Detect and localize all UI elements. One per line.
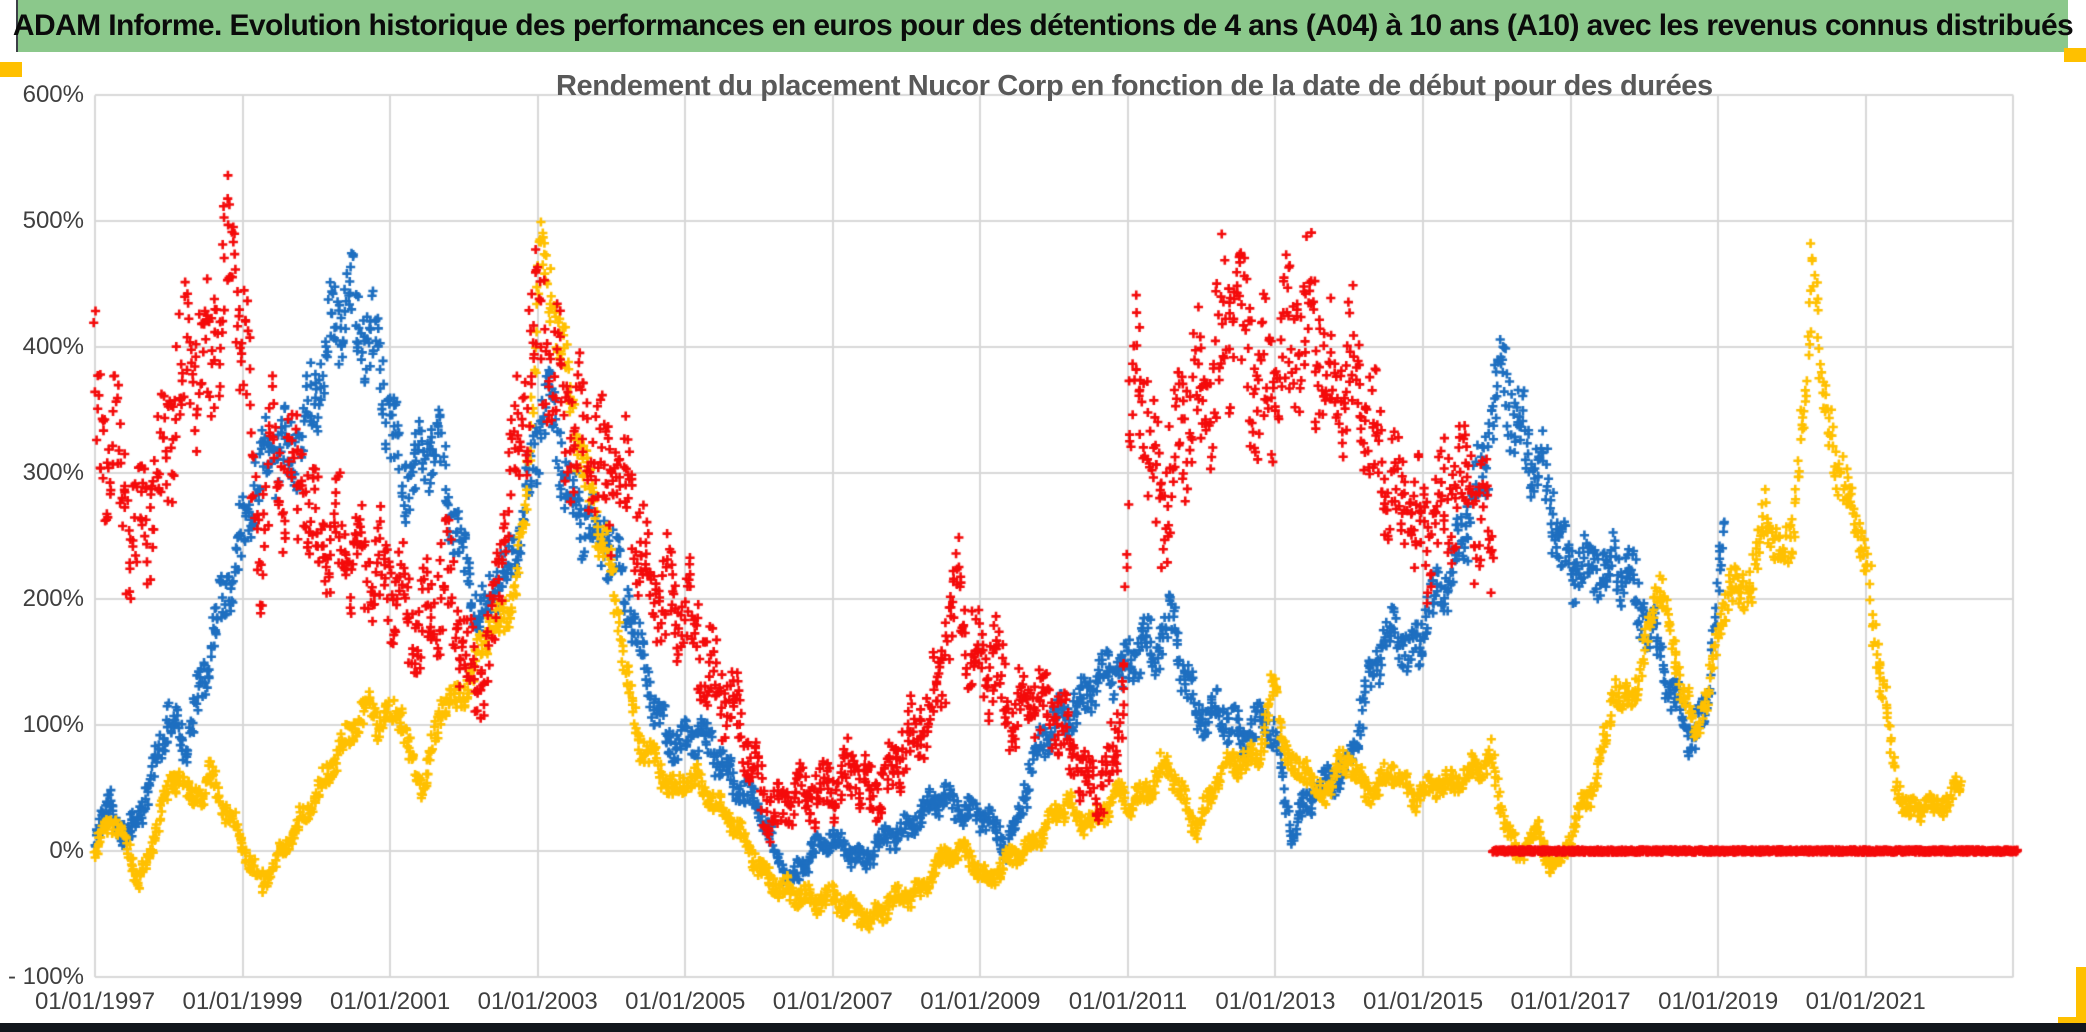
x-tick-label: 01/01/2021 [1805, 988, 1926, 1015]
x-tick-label: 01/01/2007 [772, 988, 893, 1015]
x-tick-label: 01/01/1997 [34, 988, 156, 1015]
y-tick-label: - 100% [7, 962, 84, 990]
y-tick-label: 300% [22, 459, 84, 487]
bottom-dark-bar [0, 1023, 2086, 1032]
y-tick-label: 100% [22, 711, 84, 739]
y-tick-label: 500% [22, 207, 84, 235]
x-tick-label: 01/01/2015 [1362, 988, 1484, 1015]
x-tick-label: 01/01/2011 [1068, 988, 1188, 1015]
y-tick-label: 400% [22, 333, 84, 361]
x-tick-label: 01/01/2003 [477, 988, 598, 1015]
chart-title: Rendement du placement Nucor Corp en fon… [556, 70, 1713, 102]
y-tick-label: 0% [49, 837, 84, 865]
x-tick-label: 01/01/2013 [1215, 988, 1336, 1015]
gold-accent-bottom-right-horizontal [2058, 1017, 2086, 1027]
x-tick-label: 01/01/2017 [1510, 988, 1631, 1015]
x-tick-label: 01/01/2001 [330, 988, 451, 1015]
x-tick-label: 01/01/2009 [920, 988, 1041, 1015]
gold-accent-bottom-right-vertical [2076, 967, 2086, 1027]
y-tick-label: 200% [22, 585, 84, 613]
x-tick-label: 01/01/1999 [182, 988, 303, 1015]
x-tick-label: 01/01/2005 [625, 988, 746, 1015]
x-tick-label: 01/01/2019 [1658, 988, 1779, 1015]
y-tick-label: 600% [22, 81, 84, 109]
